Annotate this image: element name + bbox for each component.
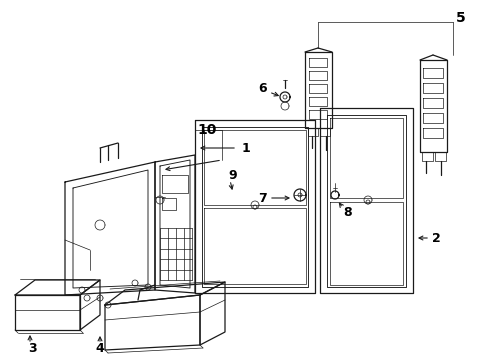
Text: 9: 9 <box>227 168 236 181</box>
Text: 8: 8 <box>342 206 351 219</box>
Text: 7: 7 <box>258 192 266 204</box>
Text: 6: 6 <box>258 81 266 95</box>
Text: 2: 2 <box>431 231 440 244</box>
Text: 4: 4 <box>95 342 103 355</box>
Text: 3: 3 <box>28 342 37 355</box>
Text: 5: 5 <box>455 11 465 25</box>
Text: 10: 10 <box>197 123 216 137</box>
Text: 1: 1 <box>242 141 250 154</box>
